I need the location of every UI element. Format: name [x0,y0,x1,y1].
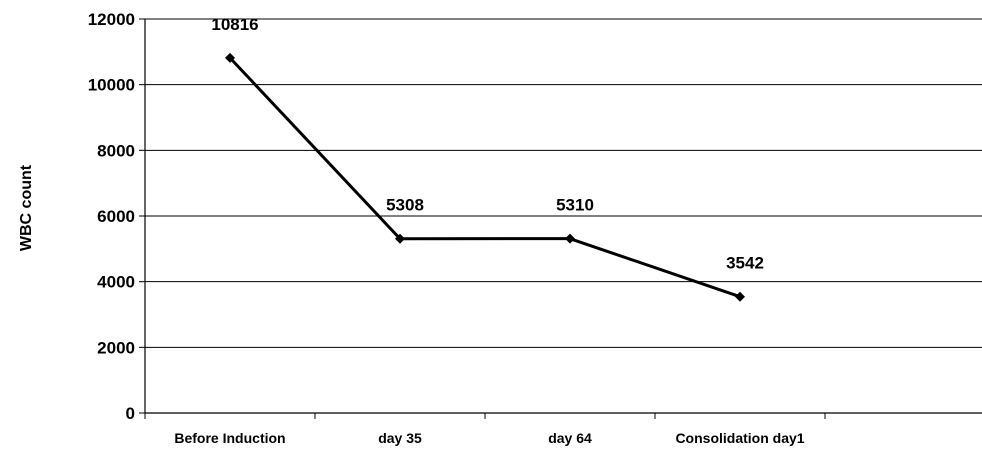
x-tick-labels: Before Induction day 35 day 64 Consolidatio… [174,430,804,446]
data-point-marker [735,291,745,302]
x-tick-label: day 35 [378,430,422,446]
data-point-marker [225,52,235,63]
data-point-marker [395,233,405,244]
data-label: 3542 [726,254,764,273]
x-tick-label: Consolidation day1 [675,430,804,446]
data-label: 10816 [211,15,258,34]
data-label: 5308 [386,196,424,215]
x-tick-label: day 64 [548,430,592,446]
y-tick-labels: 0 2000 4000 6000 8000 10000 12000 [88,10,135,423]
y-tick-label: 0 [126,404,135,423]
data-label: 5310 [556,196,594,215]
data-point-marker [565,233,575,244]
y-tick-label: 4000 [97,273,135,292]
y-tick-label: 8000 [97,141,135,160]
y-tick-label: 2000 [97,338,135,357]
y-tick-label: 6000 [97,207,135,226]
axes [139,18,982,419]
data-labels: 10816 5308 5310 3542 [211,15,764,273]
x-tick-label: Before Induction [174,430,285,446]
gridlines [145,18,982,348]
series-line [228,56,741,299]
series-layer [225,52,745,302]
y-axis-title: WBC count [18,164,35,251]
y-tick-label: 12000 [88,10,135,29]
y-tick-label: 10000 [88,76,135,95]
